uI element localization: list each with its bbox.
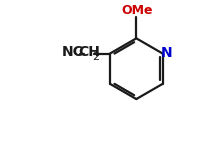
Text: OMe: OMe [121, 4, 152, 17]
Text: CH: CH [77, 45, 99, 60]
Text: 2: 2 [91, 52, 98, 62]
Text: NC: NC [61, 45, 83, 60]
Text: N: N [160, 46, 171, 60]
